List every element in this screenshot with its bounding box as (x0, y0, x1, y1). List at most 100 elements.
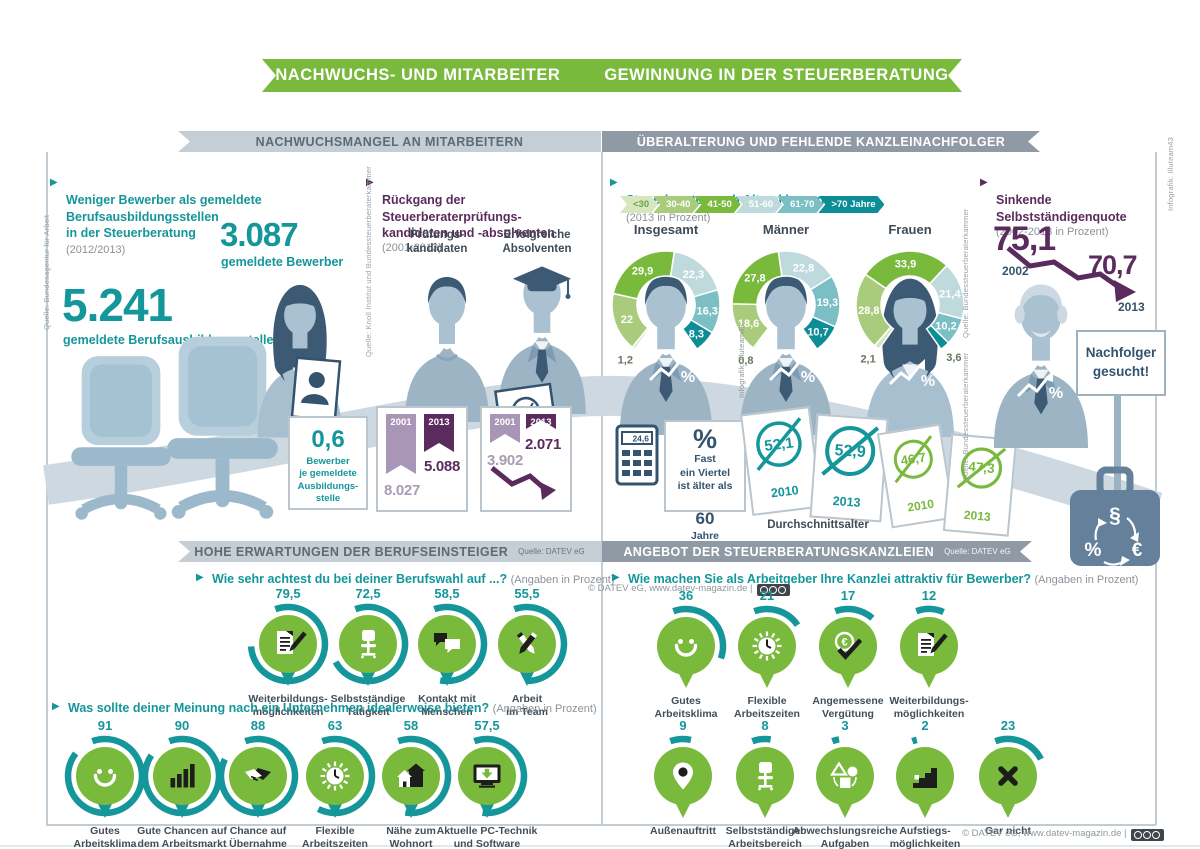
progress-arc (994, 735, 1044, 761)
stat-label: Angemessene Vergütung (812, 695, 884, 721)
quote-title-suffix: (2002-2013 in Prozent) (996, 225, 1109, 238)
pennant-2001: 2001 (386, 414, 416, 474)
ratio-label: Bewerber je gemeldete Ausbildungs- stell… (297, 456, 359, 505)
progress-arc (831, 736, 840, 745)
progress-arc (669, 735, 692, 745)
svg-text:§: § (1109, 504, 1121, 527)
svg-text:24,6: 24,6 (632, 434, 649, 444)
bottom-border (46, 824, 1156, 826)
main-title-right: GEWINNUNG IN DER STEUERBERATUNG (604, 66, 949, 84)
smiley-icon (64, 735, 146, 818)
percent-trend-icon: % (648, 355, 695, 386)
stat-value: 72,5 (355, 586, 381, 601)
stat-bubble: 90 Gute Chancen auf dem Arbeitsmarkt (137, 718, 227, 849)
kandidaten-2001-value: 8.027 (383, 482, 421, 499)
avg-age-card-2010: 52,1 2010 (740, 406, 822, 516)
quote-start-year: 2002 (1002, 264, 1029, 278)
section-header-label: ANGEBOT DER STEUERBERATUNGSKANZLEIEN (623, 544, 935, 559)
source-knoll: Quelle: Knoll Institut und Bundessteuerb… (364, 166, 373, 357)
ratio-value: 0,6 (311, 426, 345, 453)
svg-text:€: € (841, 637, 847, 649)
cc-license-icon (1130, 829, 1164, 841)
stat-value: 91 (97, 718, 113, 733)
column-label-kandidaten: Prüfungs- kandidaten (406, 229, 468, 256)
quarter-unit: Jahre (690, 529, 720, 542)
section-header-bottom-right: ANGEBOT DER STEUERBERATUNGSKANZLEIEN Que… (602, 541, 1032, 562)
question-2: Was sollte deiner Meinung nach ein Unter… (68, 700, 597, 716)
main-title-left: NACHWUCHS- UND MITARBEITER (275, 66, 561, 84)
bullet-icon: ▶ (612, 572, 620, 583)
topleft-title-text: Weniger Bewerber als gemeldete Berufsaus… (66, 193, 262, 240)
bubble-tail (757, 802, 773, 818)
svg-text:%: % (681, 369, 695, 386)
progress-arc (397, 735, 452, 817)
stat-label: Abwechslungsreiche Aufgaben (792, 825, 898, 849)
successor-sign: Nachfolger gesucht! (1076, 330, 1166, 396)
progress-arc (217, 735, 299, 817)
positions-value: 5.241 (62, 279, 173, 331)
svg-text:%: % (1049, 385, 1063, 402)
stat-label: Gutes Arbeitsklima (73, 825, 137, 849)
legend-segment: >70 Jahre (818, 196, 884, 213)
clock-icon (738, 605, 801, 688)
stat-value: 3 (841, 718, 849, 733)
stat-label: Chance auf Übernahme (229, 825, 287, 849)
stat-label: Selbstständiger Arbeitsbereich (725, 825, 805, 849)
stat-value: 58,5 (434, 586, 460, 601)
progress-arc (433, 603, 488, 685)
bubble-tail (917, 802, 933, 818)
stat-bubble: 79,5 Weiterbildungs- möglichkeiten (243, 586, 333, 719)
handshake-icon (217, 735, 299, 818)
pennant-year: 2001 (390, 417, 412, 428)
credit-right-edge: Infografik: Illuteam43 (1166, 136, 1175, 211)
section-header-source: Quelle: DATEV eG (944, 547, 1011, 556)
quote-title-text: Sinkende Selbstständigenquote (996, 193, 1127, 224)
progress-arc (911, 736, 918, 745)
stat-bubble: 12 Weiterbildungs- möglichkeiten (884, 588, 974, 721)
decline-title-suffix: (2001-2013) (382, 242, 442, 254)
stat-label: Weiterbildungs- möglichkeiten (248, 693, 328, 719)
stat-label: Kontakt mit Menschen (418, 693, 476, 719)
stat-value: 63 (327, 718, 343, 733)
stat-bubble: 88 Chance auf Übernahme (213, 718, 303, 849)
stat-bubble: 57,5 Aktuelle PC-Technik und Software (437, 718, 538, 849)
stat-label: Weiterbildungs- möglichkeiten (889, 695, 969, 721)
question-employer: Wie machen Sie als Arbeitgeber Ihre Kanz… (628, 571, 1148, 587)
avg-age-card-2013: 52,9 2013 (809, 413, 889, 523)
svg-text:€: € (1132, 540, 1143, 561)
stat-value: 58 (403, 718, 419, 733)
application-card-icon (290, 356, 342, 422)
ratio-box: 0,6 Bewerber je gemeldete Ausbildungs- s… (288, 416, 368, 510)
stat-value: 9 (679, 718, 687, 733)
right-border (1155, 152, 1157, 825)
stat-label: Aufstiegs- möglichkeiten (889, 825, 961, 849)
calculator-icon: 24,6 (615, 424, 659, 486)
stat-label: Gutes Arbeitsklima (654, 695, 718, 721)
stat-bubble: 63 Flexible Arbeitszeiten (290, 718, 380, 849)
bubble-circle (819, 617, 877, 675)
stat-bubble: 58 Nähe zum Wohnort (366, 718, 456, 849)
monitor-icon (458, 735, 528, 818)
cc-license-icon (756, 584, 790, 596)
crossed-pencils-icon (498, 603, 568, 686)
bubble-circle (76, 747, 134, 805)
bubble-tail (675, 802, 691, 818)
stat-bubble: 3 Abwechslungsreiche Aufgaben (792, 718, 897, 849)
svg-text:52,1: 52,1 (763, 434, 794, 454)
question-1-suffix: (Angaben in Prozent) (510, 574, 615, 586)
progress-arc (513, 603, 568, 685)
svg-text:52,9: 52,9 (834, 442, 866, 461)
quote-title: Sinkende Selbstständigenquote (2002-2013… (996, 176, 1176, 255)
watermark-center: © DATEV eG, www.datev-magazin.de | (588, 583, 790, 596)
donut-title-frauen: Frauen (888, 222, 932, 237)
progress-arc (316, 735, 376, 817)
bullet-icon: ▶ (610, 177, 618, 188)
stairs-icon (896, 736, 954, 818)
svg-text:2013: 2013 (832, 494, 861, 510)
stat-bubble: 17 € Angemessene Vergütung (803, 588, 893, 721)
clock-icon (306, 735, 376, 818)
applicants-value: 3.087 (220, 216, 299, 253)
smiley-icon (657, 605, 727, 688)
svg-text:%: % (1085, 540, 1102, 561)
percent-trend-icon: % (888, 359, 935, 390)
